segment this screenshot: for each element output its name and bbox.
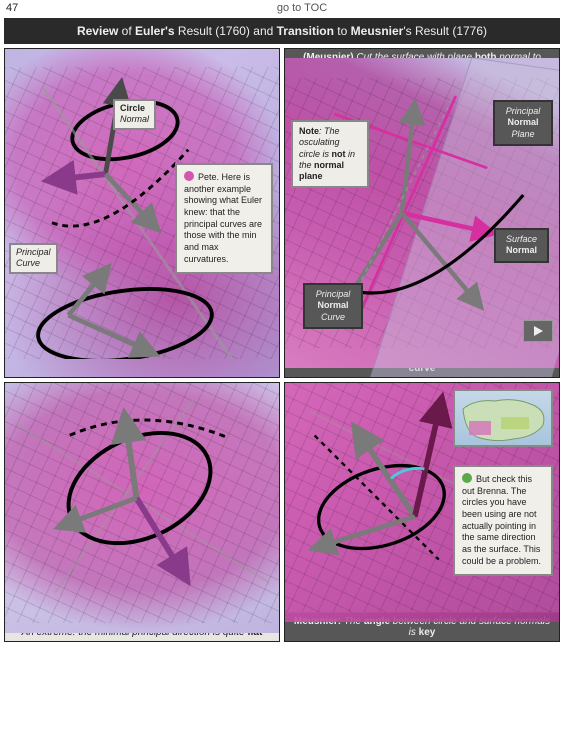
label-principal-normal-curve: PrincipalNormalCurve xyxy=(303,283,363,329)
map-inset xyxy=(453,389,553,447)
page-number: 47 xyxy=(6,2,46,14)
label-circle-normal: CircleNormal xyxy=(113,99,156,130)
panel-minimal-extreme: An extreme: the minimal principal direct… xyxy=(4,382,280,642)
speech-meusnier: But check this out Brenna. The circles y… xyxy=(453,465,553,576)
main-title: Review of Euler's Result (1760) and Tran… xyxy=(4,18,560,44)
toc-link[interactable]: go to TOC xyxy=(46,2,558,14)
speaker-dot-icon xyxy=(462,473,472,483)
label-surface-normal: SurfaceNormal xyxy=(494,228,549,263)
label-principal-normal-plane: PrincipalNormalPlane xyxy=(493,100,553,146)
panel-meusnier-cut: (Meusnier) Cut the surface with plane bo… xyxy=(284,48,560,378)
panel-meusnier-angle: But check this out Brenna. The circles y… xyxy=(284,382,560,642)
speech-euler: Pete. Here is another example showing wh… xyxy=(175,163,273,274)
speech-text: But check this out Brenna. The circles y… xyxy=(462,474,541,566)
label-note-osculating: Note: The osculating circle is not in th… xyxy=(291,120,369,188)
video-play-button[interactable] xyxy=(523,320,553,342)
speech-text: Pete. Here is another example showing wh… xyxy=(184,172,262,264)
speaker-dot-icon xyxy=(184,171,194,181)
panel-grid: (Euler) Principal Directions are Perpend… xyxy=(0,44,564,646)
label-principal-curve: PrincipalCurve xyxy=(9,243,58,274)
panel-euler-perpendicular: (Euler) Principal Directions are Perpend… xyxy=(4,48,280,378)
